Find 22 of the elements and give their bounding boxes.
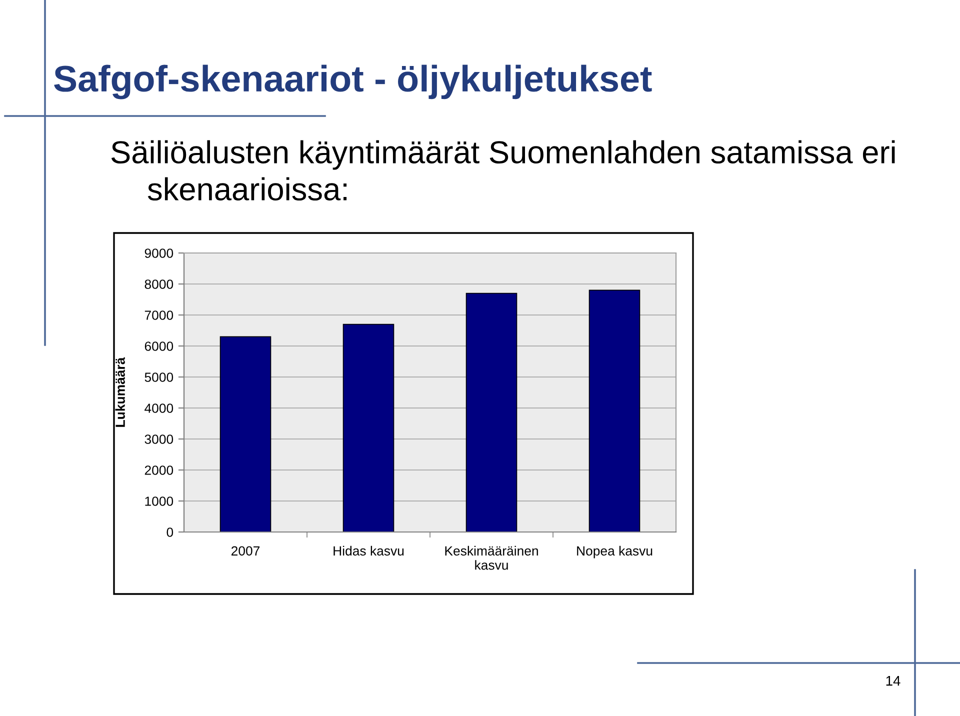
bar xyxy=(466,292,518,532)
y-tick-label: 6000 xyxy=(144,342,174,351)
bar xyxy=(342,324,394,532)
x-tick-label: 2007 xyxy=(231,546,260,556)
x-tick-label: Keskimääräinen kasvu xyxy=(445,546,538,570)
bar xyxy=(220,336,272,532)
y-tick-label: 2000 xyxy=(144,466,174,475)
y-tick-label: 1000 xyxy=(145,496,174,506)
y-tick-label: 8000 xyxy=(144,280,174,289)
chart-title: Safgof-skenaariot - öljykuljetukset xyxy=(54,64,652,100)
y-tick-label: 5000 xyxy=(144,372,174,382)
y-tick-label: 7000 xyxy=(144,310,174,320)
text: 14 xyxy=(886,676,900,686)
y-tick-label: 3000 xyxy=(144,434,174,444)
y-axis-title: Lukumäärä xyxy=(115,357,125,427)
bar xyxy=(588,290,640,532)
chart-subtitle: Säiliöalusten käyntimäärät Suomenlahden satamissa eri skenaarioissa: xyxy=(111,140,895,200)
x-tick-label: Hidas kasvu xyxy=(334,546,404,556)
y-tick-label: 4000 xyxy=(144,404,174,413)
y-tick-label: 0 xyxy=(166,528,174,537)
x-tick-label: Nopea kasvu xyxy=(577,546,652,558)
y-tick-label: 9000 xyxy=(144,248,174,258)
